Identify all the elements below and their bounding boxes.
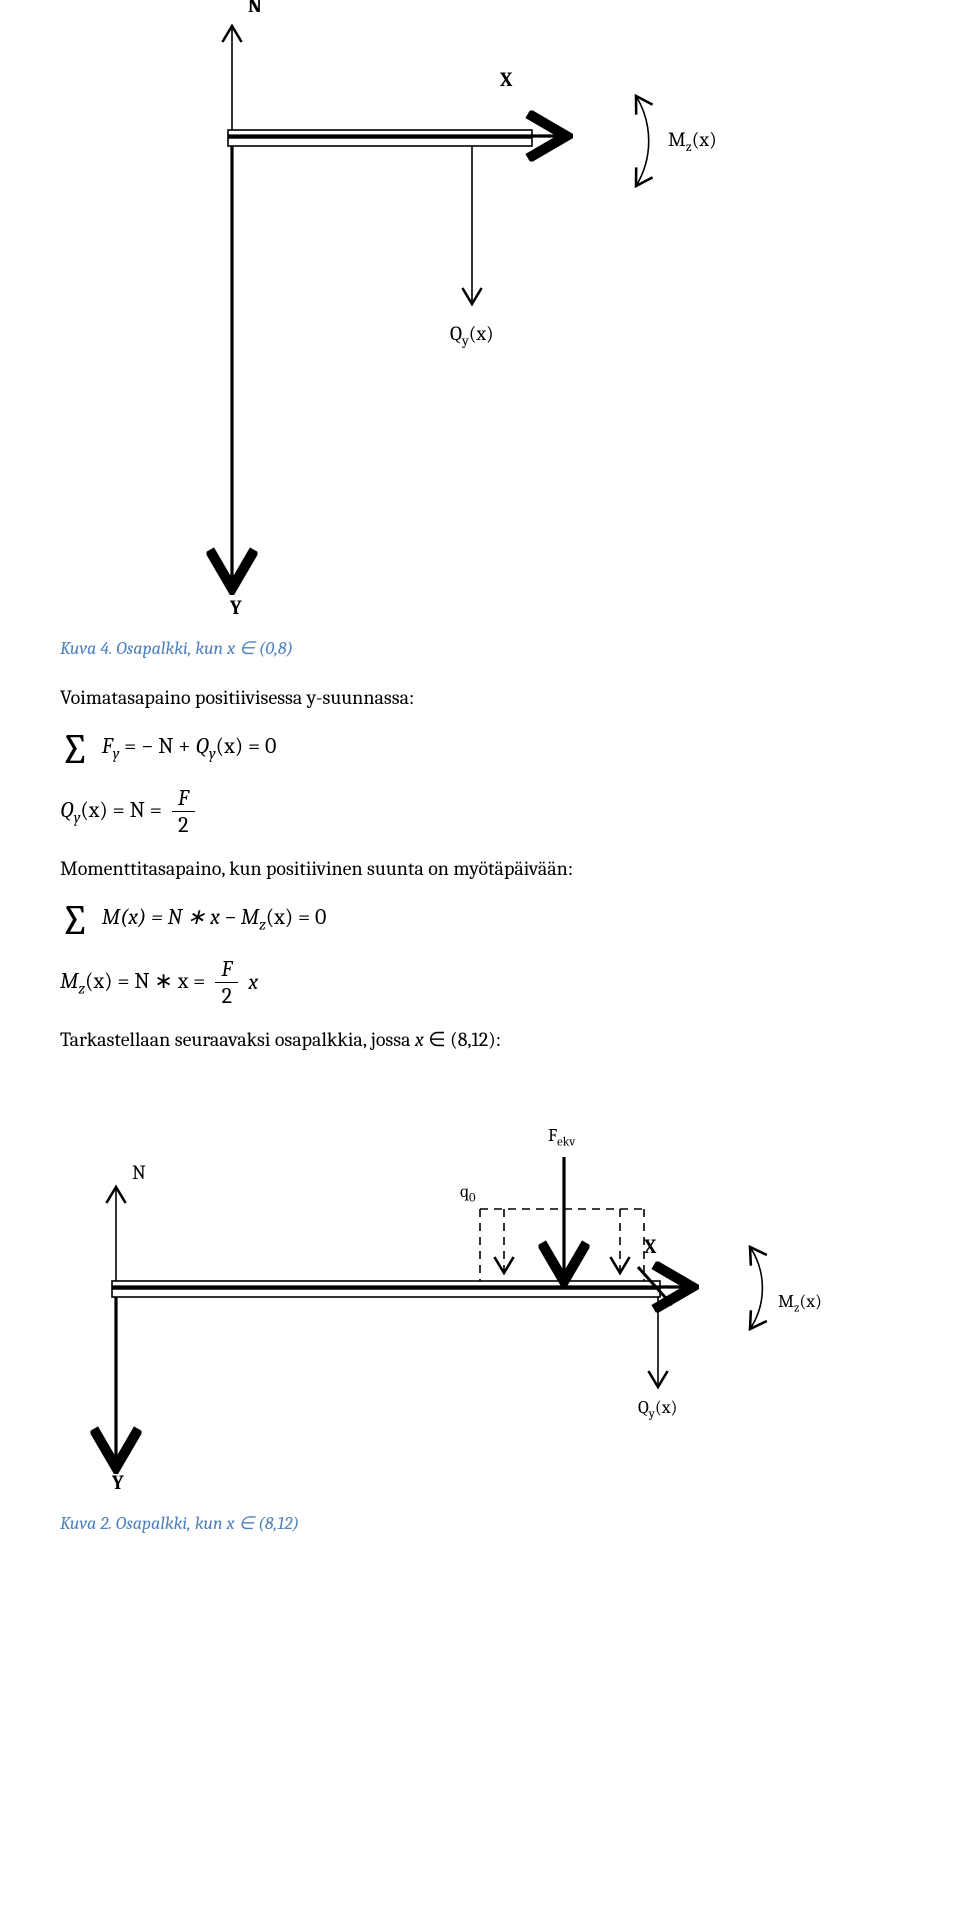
caption2-prefix: Kuva 2. Osapalkki, kun	[60, 1513, 227, 1534]
eq2-rhs: (x) = N =	[80, 797, 162, 823]
figure-1-svg	[100, 0, 860, 620]
caption1-prefix: Kuva 4. Osapalkki, kun	[60, 638, 227, 659]
eq1-Qsub: y	[209, 744, 216, 762]
figure-2: N q0 Fekv X Mz(x) Qy(x) Y	[60, 1075, 920, 1495]
equation-sum-Fy: ∑ Fy = − N + Qy(x) = 0	[60, 727, 900, 769]
caption2-domain: ∈ (8,12)	[235, 1513, 300, 1534]
fig2-fekv-base: F	[548, 1125, 557, 1146]
fig1-label-X: X	[500, 68, 512, 91]
fig1-qy-arg: (x)	[469, 322, 494, 345]
eq4-frac-den: 2	[216, 983, 238, 1007]
equation-Qy-value: Qy(x) = N = F 2	[60, 787, 900, 836]
fig2-label-Mz: Mz(x)	[778, 1291, 822, 1316]
eq4-tail: x	[248, 967, 258, 998]
fig2-fekv-sub: ekv	[557, 1136, 575, 1150]
fig2-label-Qy: Qy(x)	[638, 1397, 677, 1422]
next-text-post: ∈ (8,12):	[424, 1028, 501, 1051]
eq4-rhs: (x) = N ∗ x =	[85, 968, 205, 994]
fig2-mz-base: M	[778, 1291, 794, 1312]
moment-balance-heading: Momenttitasapaino, kun positiivinen suun…	[60, 854, 900, 884]
fig2-label-Y: Y	[112, 1471, 124, 1494]
fig1-mz-base: M	[668, 128, 686, 151]
eq4-M: M	[60, 968, 78, 994]
eq3-Msub: z	[259, 915, 266, 933]
eq1-rhs-a: = − N +	[119, 733, 195, 759]
eq1-F: F	[102, 733, 113, 759]
eq2-frac-den: 2	[172, 812, 194, 836]
fig1-mz-arg: (x)	[692, 128, 717, 151]
force-balance-heading: Voimatasapaino positiivisessa y-suunnass…	[60, 683, 900, 713]
eq3-M: M	[241, 904, 259, 930]
eq3-rhs: (x) = 0	[266, 904, 327, 930]
eq2-frac-num: F	[172, 787, 195, 812]
sigma-icon-2: ∑	[60, 900, 90, 942]
fig1-label-Qy: Qy(x)	[450, 322, 494, 349]
fig1-label-N: N	[248, 0, 262, 17]
fig1-label-Y: Y	[230, 596, 242, 619]
eq2-Q: Q	[60, 797, 74, 823]
fig1-qy-base: Q	[450, 322, 462, 345]
figure-1: N X Y Qy(x) Mz(x)	[100, 0, 860, 620]
sigma-icon: ∑	[60, 729, 90, 771]
fig2-label-X: X	[644, 1235, 656, 1258]
fig1-label-Mz: Mz(x)	[668, 128, 717, 155]
figure-1-caption: Kuva 4. Osapalkki, kun x ∈ (0,8)	[60, 638, 900, 659]
fig2-qy-arg: (x)	[655, 1397, 677, 1418]
caption1-domain: ∈ (0,8)	[235, 638, 293, 659]
eq1-rhs-b: (x) = 0	[216, 733, 277, 759]
fig2-q0-base: q	[460, 1181, 469, 1202]
eq2-frac: F 2	[172, 787, 195, 836]
eq3-lhs: M(x) = N ∗ x −	[102, 904, 241, 930]
next-text-pre: Tarkastellaan seuraavaksi osapalkkia, jo…	[60, 1028, 415, 1051]
figure-2-caption: Kuva 2. Osapalkki, kun x ∈ (8,12)	[60, 1513, 900, 1534]
fig2-qy-base: Q	[638, 1397, 649, 1418]
fig2-label-N: N	[132, 1161, 146, 1184]
fig2-label-q0: q0	[460, 1181, 476, 1206]
next-segment-text: Tarkastellaan seuraavaksi osapalkkia, jo…	[60, 1025, 900, 1055]
next-text-var: x	[415, 1028, 424, 1051]
fig2-label-Fekv: Fekv	[548, 1125, 575, 1150]
eq4-frac-num: F	[215, 958, 238, 983]
eq4-frac: F 2	[215, 958, 238, 1007]
fig1-qy-sub: y	[462, 332, 469, 349]
fig2-q0-sub: 0	[469, 1192, 476, 1206]
equation-sum-M: ∑ M(x) = N ∗ x − Mz(x) = 0	[60, 898, 900, 940]
equation-Mz-value: Mz(x) = N ∗ x = F 2 x	[60, 958, 900, 1007]
fig2-mz-arg: (x)	[799, 1291, 821, 1312]
caption1-var: x	[227, 638, 235, 659]
eq1-Q: Q	[195, 733, 209, 759]
figure-2-svg	[60, 1075, 920, 1495]
caption2-var: x	[227, 1513, 235, 1534]
